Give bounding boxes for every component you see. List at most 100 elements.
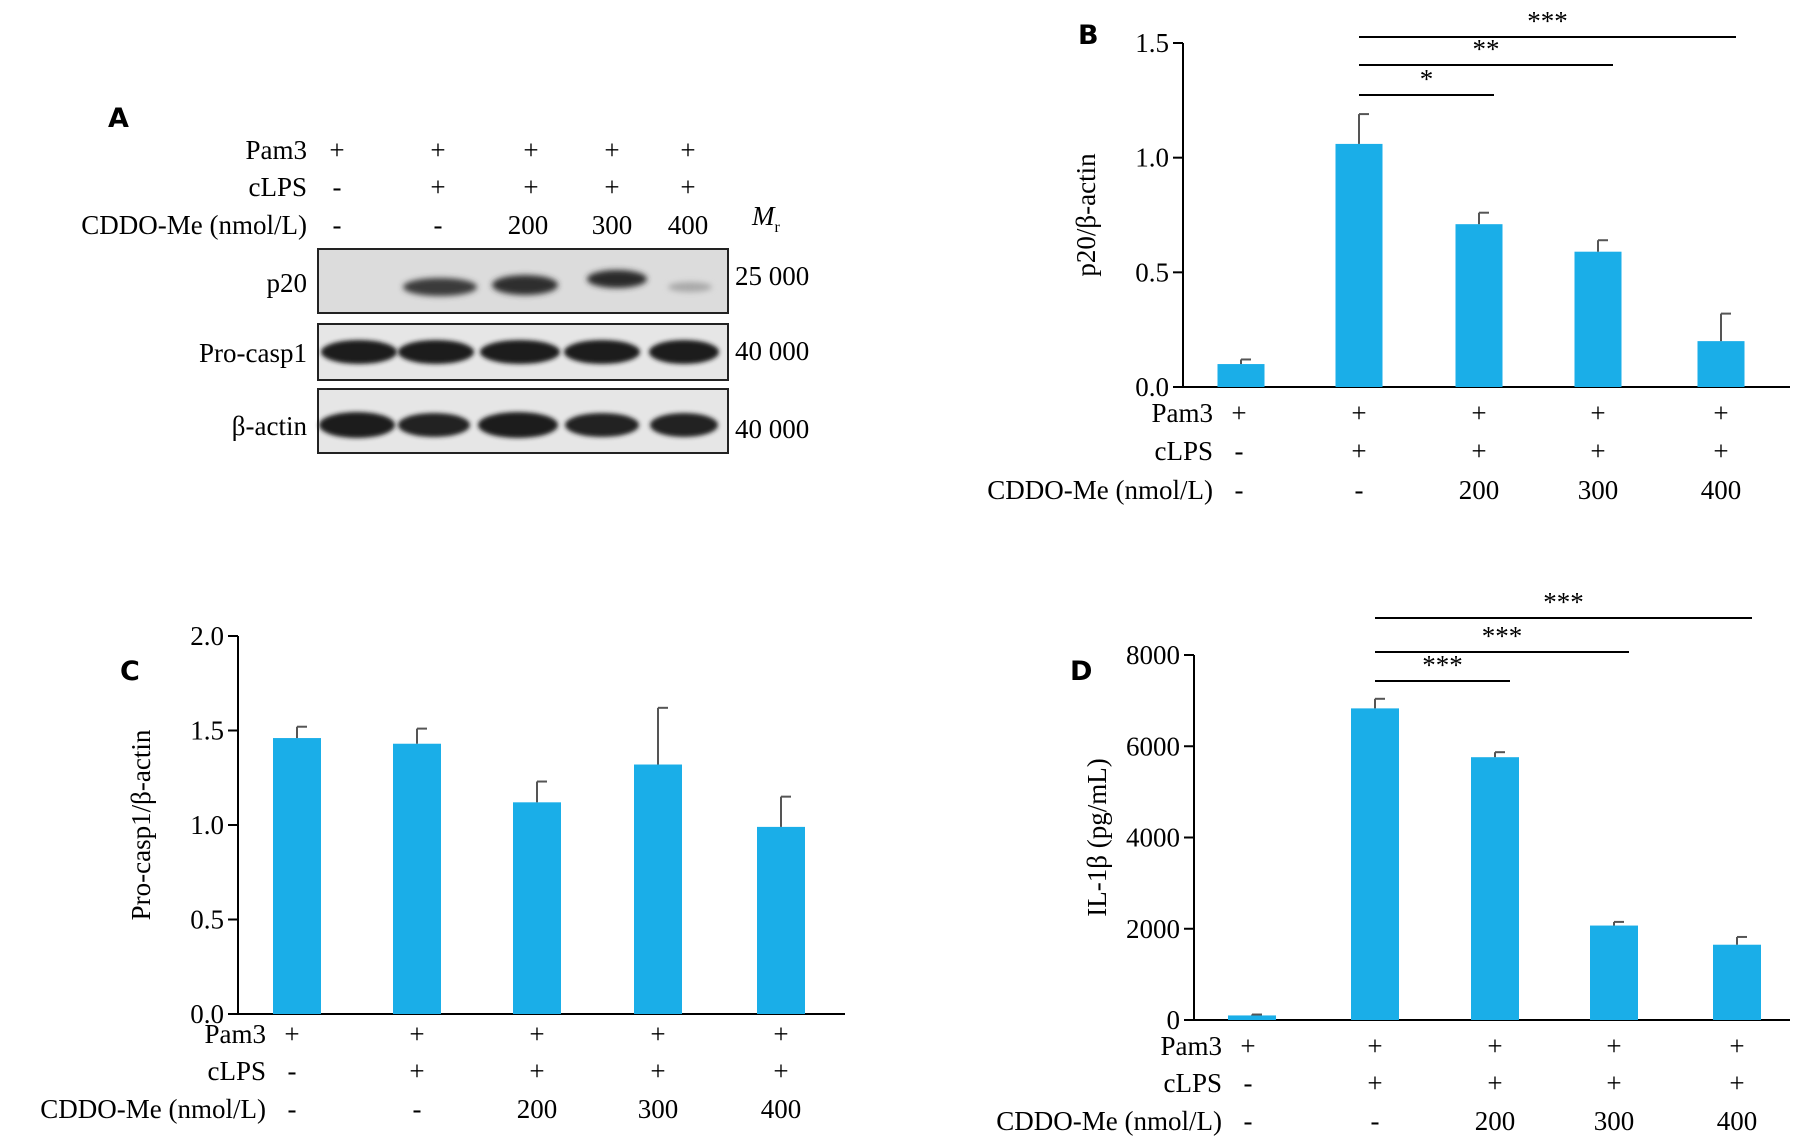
band [649,340,719,364]
condition-value: - [288,1094,297,1124]
blot-label: β-actin [232,411,308,441]
panel-letter-d: D [1070,656,1092,687]
condition-value: + [430,135,445,165]
condition-value: 200 [517,1094,558,1124]
condition-values: + + + + + - + + + + - - 200 300 400 [329,135,708,240]
band [398,413,470,437]
y-tick-label: 1.0 [190,810,224,840]
y-tick-label: 1.0 [1135,143,1169,173]
panel-a-western-blot: A Pam3 cLPS CDDO-Me (nmol/L) + + + + + -… [81,103,809,454]
condition-value: + [523,135,538,165]
condition-value: + [650,1019,665,1049]
condition-value: + [1606,1031,1621,1061]
significance-label: ** [1473,34,1500,64]
bar [393,743,441,1014]
condition-label: cLPS [207,1056,266,1086]
bar [757,826,805,1014]
condition-label: cLPS [1163,1068,1222,1098]
bar [1590,925,1638,1020]
blot-p20 [317,248,729,314]
significance-label: *** [1527,6,1568,36]
condition-value: 300 [638,1094,679,1124]
y-tick-label: 2.0 [190,621,224,651]
condition-value: + [604,135,619,165]
band [321,340,397,364]
condition-label: Pam3 [204,1019,266,1049]
condition-value: 400 [668,210,709,240]
significance-label: *** [1543,587,1584,617]
condition-value: 300 [1594,1106,1635,1136]
condition-value: - [1244,1068,1253,1098]
mr-value: 40 000 [735,336,809,366]
condition-labels: Pam3 cLPS CDDO-Me (nmol/L) [81,135,307,240]
significance-label: * [1420,64,1434,94]
mr-letter: M [751,201,776,231]
condition-value: + [430,172,445,202]
condition-value: - [333,210,342,240]
y-tick-label: 2000 [1126,914,1180,944]
condition-label: CDDO-Me (nmol/L) [40,1094,266,1124]
condition-value: + [1351,398,1366,428]
bar [1697,341,1745,387]
condition-value: - [434,210,443,240]
significance-label: *** [1482,621,1523,651]
condition-value: + [680,172,695,202]
y-axis-label: Pro-casp1/β-actin [126,729,156,920]
bar [1228,1015,1276,1020]
condition-value: + [604,172,619,202]
band [492,275,558,295]
y-tick-label: 4000 [1126,823,1180,853]
condition-value: + [529,1019,544,1049]
condition-value: 300 [592,210,633,240]
bar [634,764,682,1014]
band [403,278,477,296]
bar [1574,251,1622,387]
condition-label-pam3: Pam3 [245,135,307,165]
y-tick-label: 0.0 [1135,372,1169,402]
band [587,270,647,288]
panel-letter-c: C [120,656,140,687]
band [565,413,639,437]
condition-value: + [1487,1031,1502,1061]
condition-value: 400 [1701,475,1742,505]
band [398,340,474,364]
bar [513,802,561,1014]
y-tick-label: 0 [1167,1005,1181,1035]
condition-value: + [284,1019,299,1049]
mr-value: 40 000 [735,414,809,444]
condition-value: + [1606,1068,1621,1098]
y-tick-label: 0.0 [190,999,224,1029]
condition-value: + [1367,1068,1382,1098]
condition-value: 200 [508,210,549,240]
condition-label: Pam3 [1151,398,1213,428]
condition-value: + [1590,436,1605,466]
condition-label-cddo: CDDO-Me (nmol/L) [81,210,307,240]
condition-value: - [333,172,342,202]
mr-value: 25 000 [735,261,809,291]
condition-value: 200 [1475,1106,1516,1136]
condition-value: 400 [1717,1106,1758,1136]
blot-pro-casp1 [317,323,729,381]
condition-value: + [529,1056,544,1086]
condition-label: cLPS [1154,436,1213,466]
y-tick-label: 0.5 [1135,257,1169,287]
condition-value: - [1355,475,1364,505]
bar [1217,364,1265,387]
condition-value: - [1235,436,1244,466]
band [564,340,640,364]
blot-label: p20 [267,268,308,298]
band [480,340,560,364]
mr-subscript: r [775,219,781,236]
panel-letter-b: B [1078,20,1099,51]
panel-letter: A [108,103,129,134]
condition-label: Pam3 [1160,1031,1222,1061]
significance-label: *** [1422,650,1463,680]
condition-value: + [1240,1031,1255,1061]
condition-value: + [1351,436,1366,466]
blot-beta-actin [317,388,729,454]
y-axis-label: IL-1β (pg/mL) [1082,758,1112,916]
chart-il1b: 0 2000 4000 6000 8000 IL-1β (pg/mL) Pam3 + + + + + c… [996,587,1790,1136]
condition-value: + [1487,1068,1502,1098]
